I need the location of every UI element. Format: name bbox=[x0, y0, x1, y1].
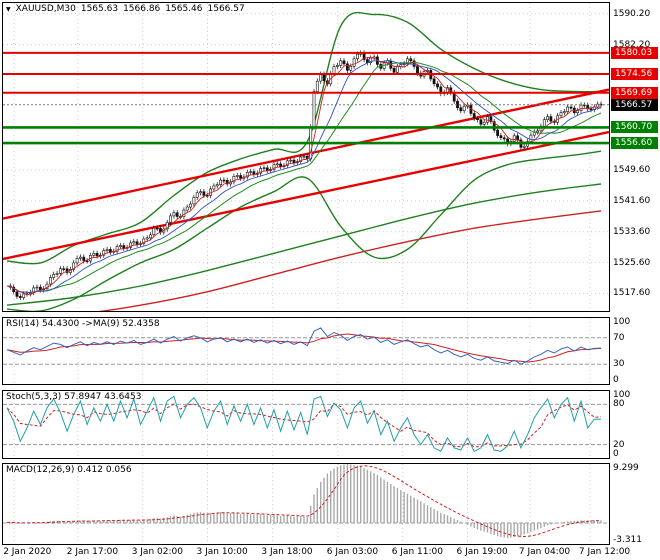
candles bbox=[8, 50, 603, 301]
band-lower-line bbox=[6, 150, 602, 311]
indicator-axis-label: 0 bbox=[613, 449, 619, 459]
price-badge: 1580.03 bbox=[611, 46, 658, 59]
time-axis-label: 6 Jan 03:00 bbox=[326, 547, 379, 557]
indicator-axis-label: 100 bbox=[613, 317, 631, 327]
band-mid-line bbox=[6, 61, 602, 293]
macd-indicator-panel[interactable]: MACD(12,26,9) 0.412 0.056 bbox=[2, 463, 610, 545]
indicator-axis-label: 80 bbox=[613, 399, 625, 410]
stoch-signal-line bbox=[6, 403, 602, 448]
rsi-canvas[interactable] bbox=[3, 318, 609, 384]
stoch-main-line bbox=[6, 395, 602, 452]
time-axis-label: 3 Jan 10:00 bbox=[196, 547, 248, 557]
rsi-ma-line bbox=[6, 333, 602, 363]
main-chart-panel[interactable]: ▼ XAUUSD,M30 1565.63 1566.86 1565.46 156… bbox=[2, 2, 610, 312]
price-axis-label: 1590.20 bbox=[613, 8, 651, 19]
indicator-axis-label: 100 bbox=[613, 390, 631, 400]
indicator-axis-label: 0 bbox=[613, 375, 619, 385]
indicator-axis-label: 20 bbox=[613, 439, 625, 450]
time-axis-label: 7 Jan 12:00 bbox=[578, 547, 631, 557]
fast-ma-red bbox=[6, 57, 602, 296]
indicator-axis-label: 30 bbox=[613, 359, 625, 370]
time-axis-label: 3 Jan 18:00 bbox=[261, 547, 313, 557]
price-axis-label: 1582.20 bbox=[613, 39, 651, 50]
price-badge: 1556.60 bbox=[611, 137, 658, 150]
macd-histogram bbox=[6, 464, 602, 539]
indicator-axis-label: 9.299 bbox=[613, 463, 639, 473]
slow-ma-red bbox=[98, 210, 602, 311]
stochastic-label: Stoch(5,3,3) 57.8947 43.6453 bbox=[6, 392, 142, 402]
price-axis-label: 1525.60 bbox=[613, 257, 651, 268]
indicator-axis-label: 70 bbox=[613, 332, 625, 343]
fast-ma-blue bbox=[6, 60, 602, 293]
price-chart-canvas[interactable] bbox=[3, 3, 609, 311]
stochastic-canvas[interactable] bbox=[3, 391, 609, 458]
price-axis-label: 1549.60 bbox=[613, 165, 651, 176]
stochastic-indicator-panel[interactable]: Stoch(5,3,3) 57.8947 43.6453 bbox=[2, 390, 610, 459]
low-value: 1565.46 bbox=[165, 4, 203, 14]
close-value: 1566.57 bbox=[207, 4, 245, 14]
band-upper-line bbox=[6, 11, 602, 265]
symbol-label: XAUUSD,M30 bbox=[15, 4, 76, 14]
time-axis-label: 2 Jan 2020 bbox=[3, 547, 52, 557]
price-axis-label: 1517.60 bbox=[613, 288, 651, 299]
price-badge: 1566.57 bbox=[611, 98, 658, 111]
rsi-indicator-panel[interactable]: RSI(14) 54.4300 ->MA(9) 52.4358 bbox=[2, 317, 610, 385]
trendline-1[interactable] bbox=[3, 88, 609, 220]
price-badge: 1574.56 bbox=[611, 68, 658, 80]
time-axis-label: 6 Jan 11:00 bbox=[391, 547, 443, 557]
time-axis-label: 6 Jan 19:00 bbox=[456, 547, 508, 557]
macd-canvas[interactable] bbox=[3, 464, 609, 544]
time-axis-label: 7 Jan 04:00 bbox=[518, 547, 571, 557]
slow-ma-green bbox=[6, 183, 602, 306]
price-axis-label: 1541.60 bbox=[613, 195, 651, 206]
indicator-axis-label: -3.311 bbox=[613, 535, 643, 545]
open-value: 1565.63 bbox=[80, 4, 119, 14]
chevron-down-icon[interactable]: ▼ bbox=[6, 6, 11, 13]
macd-signal-line bbox=[7, 465, 602, 538]
trendline-2[interactable] bbox=[3, 130, 609, 261]
price-badge: 1560.70 bbox=[611, 121, 658, 134]
rsi-label: RSI(14) 54.4300 ->MA(9) 52.4358 bbox=[6, 319, 160, 329]
rsi-line bbox=[6, 327, 602, 365]
price-badge: 1569.69 bbox=[611, 86, 658, 99]
price-axis-label: 1533.60 bbox=[613, 226, 651, 237]
time-axis-label: 3 Jan 02:00 bbox=[131, 547, 183, 557]
macd-label: MACD(12,26,9) 0.412 0.056 bbox=[6, 465, 132, 475]
symbol-ohlc-label: ▼ XAUUSD,M30 1565.63 1566.86 1565.46 156… bbox=[6, 4, 245, 15]
time-axis-label: 2 Jan 17:00 bbox=[66, 547, 119, 557]
high-value: 1566.86 bbox=[123, 4, 161, 14]
